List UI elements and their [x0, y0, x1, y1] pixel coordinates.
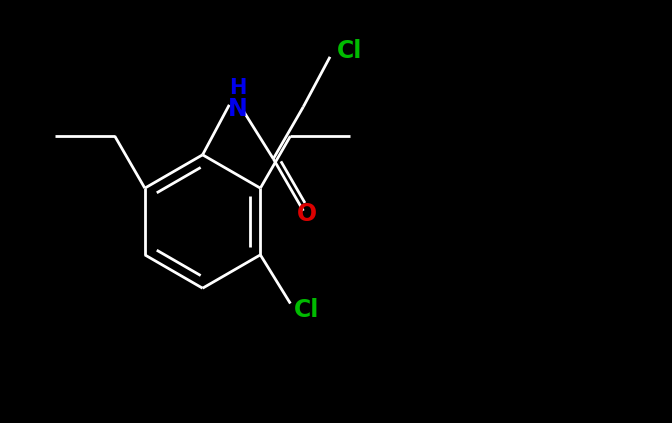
- Text: O: O: [296, 202, 317, 226]
- Text: N: N: [228, 97, 248, 121]
- Text: H: H: [229, 78, 247, 98]
- Text: Cl: Cl: [294, 298, 319, 322]
- Text: Cl: Cl: [337, 39, 362, 63]
